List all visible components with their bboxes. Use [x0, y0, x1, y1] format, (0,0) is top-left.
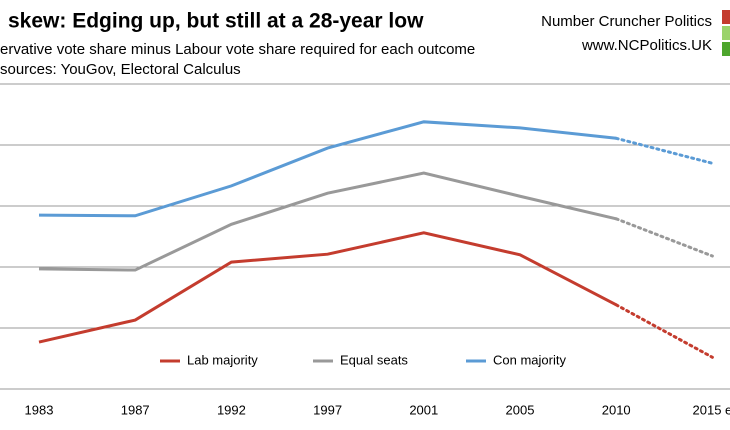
- chart-subtitle: ervative vote share minus Labour vote sh…: [0, 41, 475, 58]
- projected-line: [614, 217, 714, 258]
- x-tick-label: 1997: [313, 402, 342, 417]
- x-tick-label: 2005: [506, 402, 535, 417]
- x-tick-label: 2010: [602, 402, 631, 417]
- website: www.NCPolitics.UK: [581, 37, 712, 54]
- projected-line: [614, 136, 714, 165]
- x-tick-label: 1992: [217, 402, 246, 417]
- logo-block: [722, 42, 730, 56]
- brand: Number Cruncher Politics: [541, 13, 712, 30]
- legend-label: Lab majority: [187, 352, 258, 367]
- logo-block: [722, 10, 730, 24]
- x-tick-label: 2001: [409, 402, 438, 417]
- x-tick-label: 1983: [25, 402, 54, 417]
- chart-source: sources: YouGov, Electoral Calculus: [0, 61, 241, 78]
- x-tick-label: 1987: [121, 402, 150, 417]
- line: [38, 171, 617, 272]
- chart-title: skew: Edging up, but still at a 28-year …: [8, 10, 424, 33]
- x-tick-label: 2015 e: [693, 402, 730, 417]
- line: [38, 120, 617, 218]
- logo-block: [722, 26, 730, 40]
- line: [38, 231, 617, 344]
- legend-label: Equal seats: [340, 352, 408, 367]
- legend-label: Con majority: [493, 352, 566, 367]
- projected-line: [614, 303, 714, 359]
